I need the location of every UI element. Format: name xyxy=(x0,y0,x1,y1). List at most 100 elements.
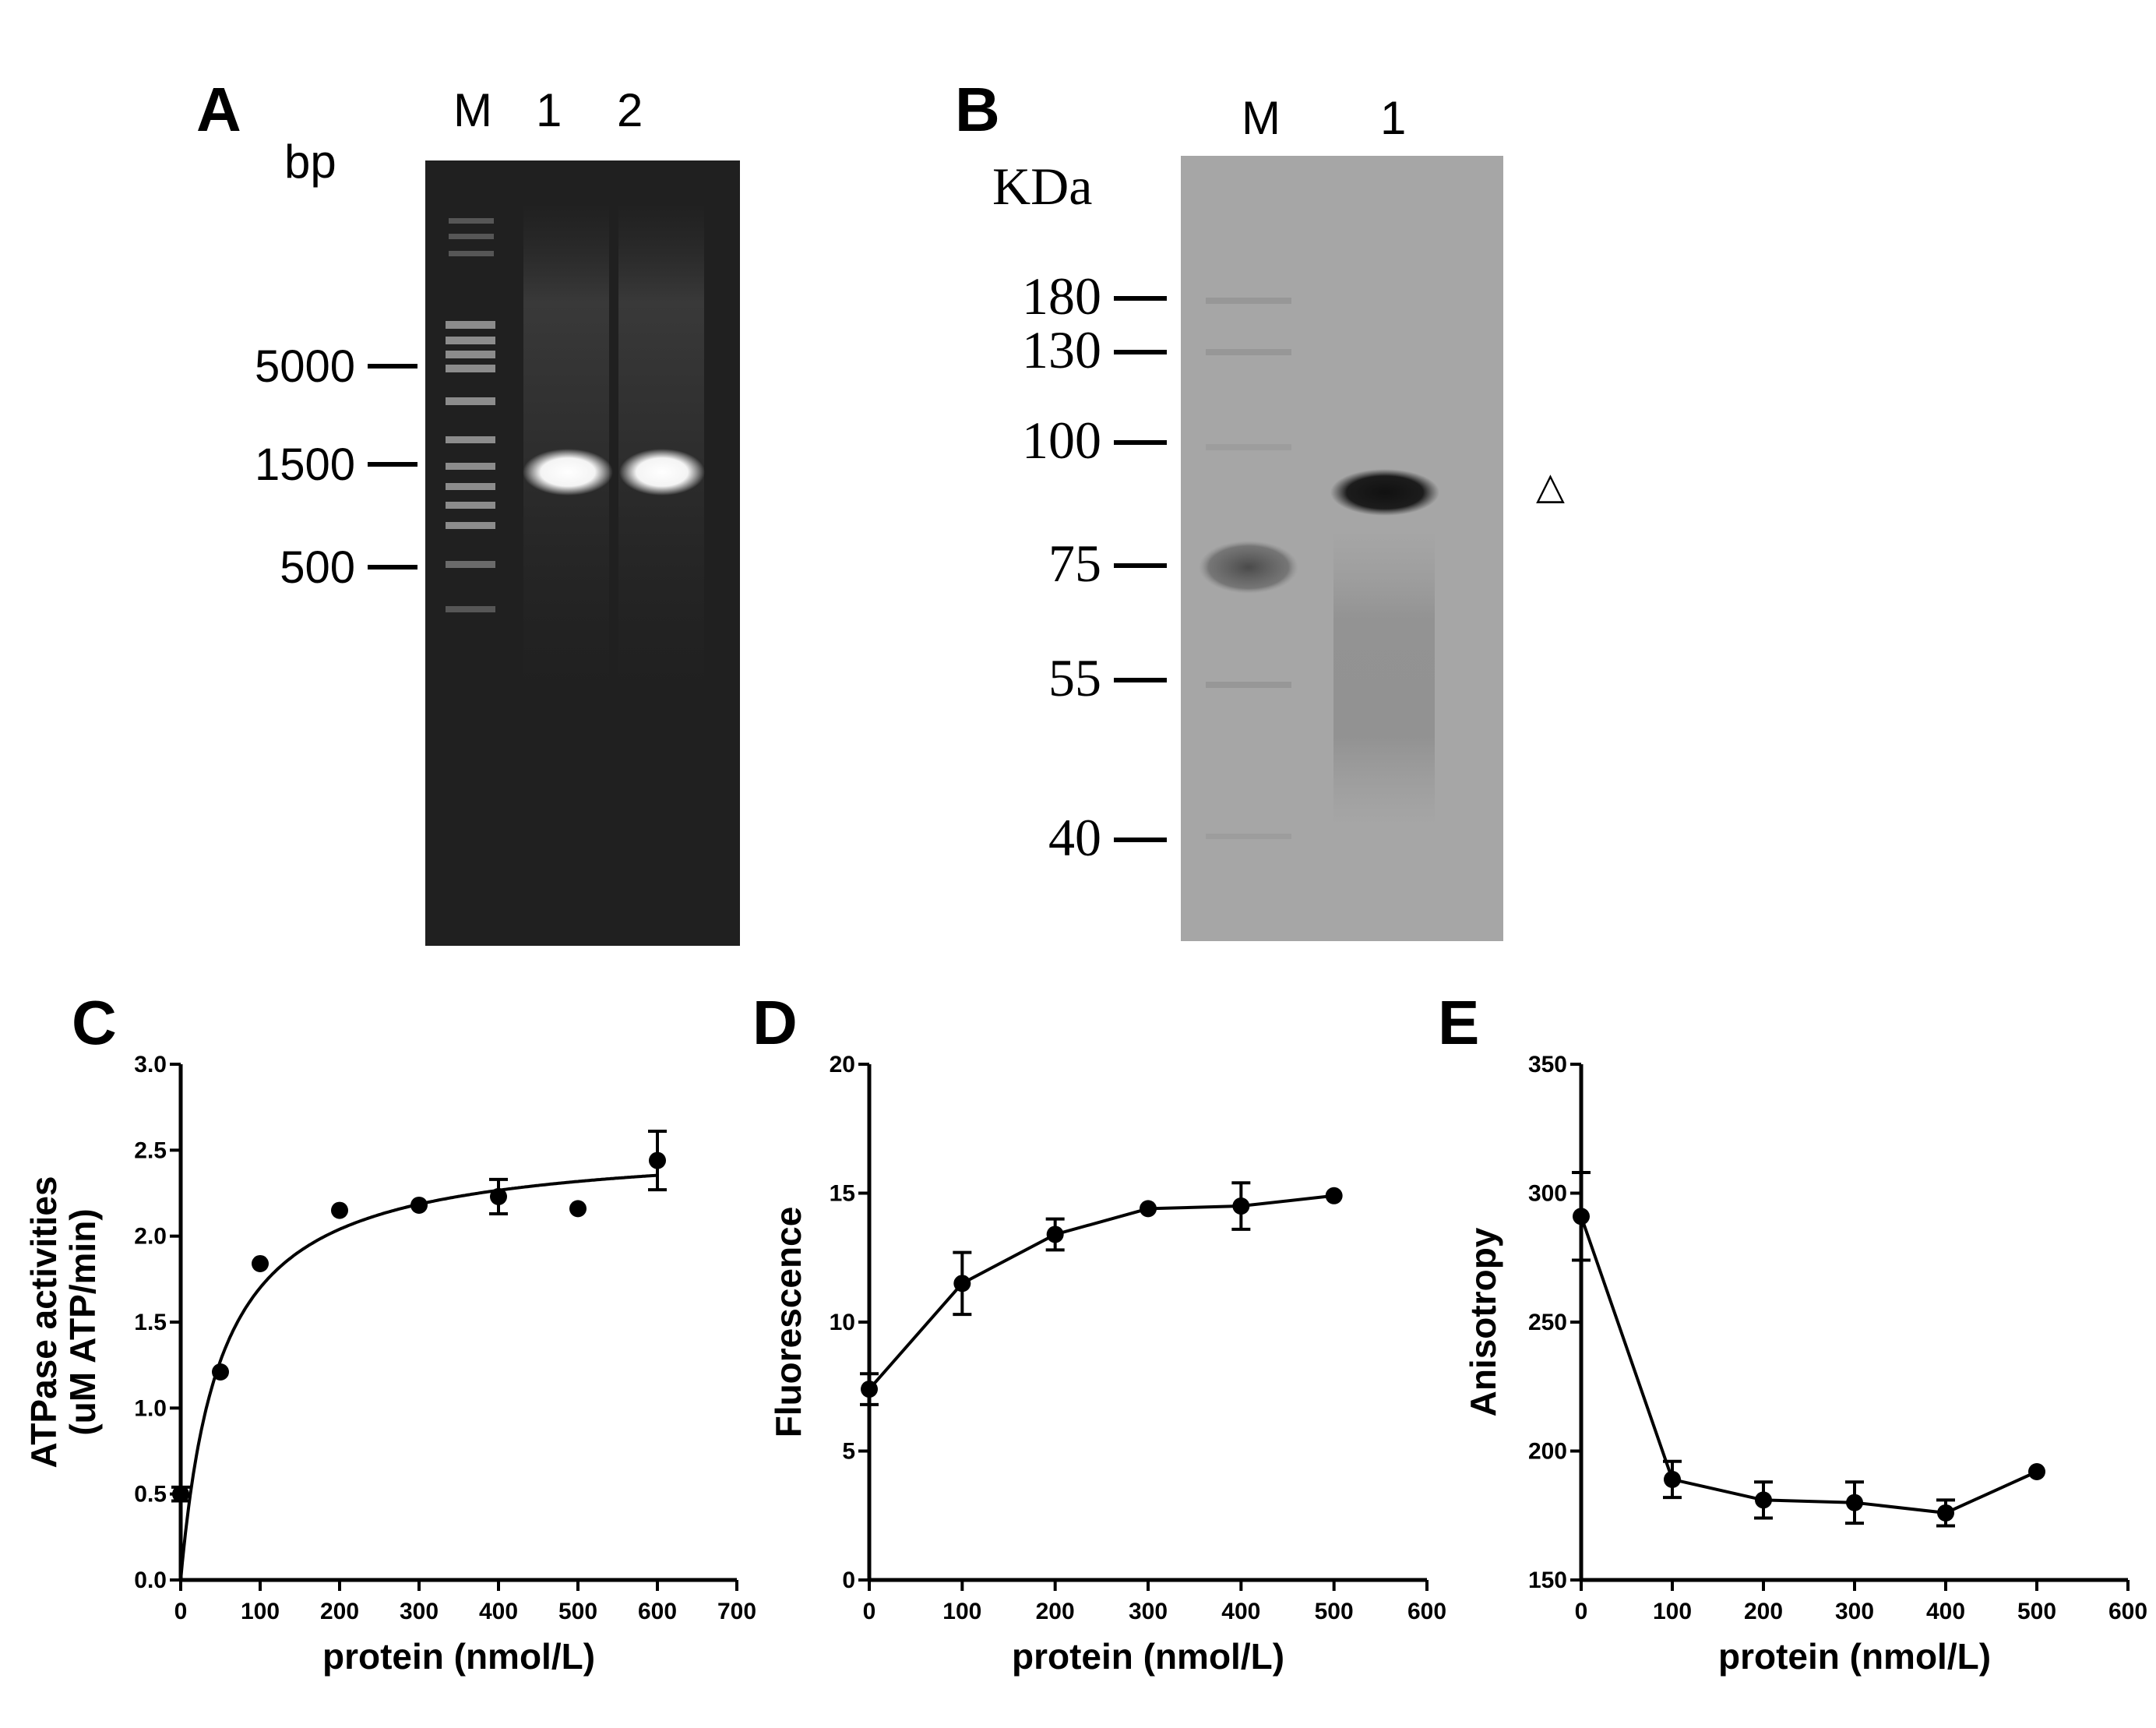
x-tick-label: 100 xyxy=(241,1599,280,1624)
gel-b-unit-label: KDa xyxy=(992,157,1092,216)
x-tick-label: 0 xyxy=(1575,1599,1588,1624)
gel-b-lane-m-label: M xyxy=(1242,92,1281,144)
gel-a-ladder xyxy=(446,218,495,612)
x-tick-label: 200 xyxy=(320,1599,359,1624)
y-tick-label: 300 xyxy=(1528,1181,1567,1207)
panel-a-letter: A xyxy=(196,75,241,144)
y-axis-title: (uM ATP/min) xyxy=(62,1208,103,1435)
x-tick-label: 100 xyxy=(1653,1599,1692,1624)
data-point xyxy=(331,1201,348,1219)
chart-c: C 0.0 0.5 1.0 1.5 2.0 2.5 3.0 0 100 200 300 400 500 60… xyxy=(23,988,756,1677)
chart-e: E 150 200 250 300 350 0 100 200 300 400 500 600 prote… xyxy=(1438,988,2147,1677)
x-tick-label: 500 xyxy=(558,1599,597,1624)
gel-a-size-markers: 5000 1500 500 xyxy=(255,341,417,593)
x-tick-label: 500 xyxy=(1315,1599,1354,1624)
panel-b: B M 1 KDa 180 130 100 75 55 40 xyxy=(955,75,1565,941)
data-point xyxy=(1664,1470,1681,1488)
data-point xyxy=(1232,1197,1250,1215)
series-line xyxy=(868,1194,1334,1391)
x-tick-label: 400 xyxy=(1926,1599,1965,1624)
gel-b-ladder xyxy=(1206,298,1291,839)
series-line xyxy=(179,1173,658,1581)
x-tick-label: 100 xyxy=(942,1599,981,1624)
y-tick-label: 2.0 xyxy=(134,1224,167,1250)
series-line xyxy=(1580,1215,2038,1515)
y-tick-label: 200 xyxy=(1528,1439,1567,1465)
x-tick-label: 0 xyxy=(863,1599,876,1624)
x-tick-label: 500 xyxy=(2017,1599,2056,1624)
chart-e-letter: E xyxy=(1438,988,1479,1057)
data-point xyxy=(212,1363,229,1381)
gel-a-marker-500: 500 xyxy=(280,542,355,593)
x-tick-label: 600 xyxy=(2108,1599,2147,1624)
x-tick-label: 200 xyxy=(1036,1599,1075,1624)
gel-a-lane-m-label: M xyxy=(453,84,492,136)
gel-a-marker-1500: 1500 xyxy=(255,439,355,490)
y-tick-label: 350 xyxy=(1528,1052,1567,1077)
y-tick-label: 3.0 xyxy=(134,1052,167,1077)
data-point xyxy=(1140,1200,1157,1218)
y-axis-title: Anisotropy xyxy=(1463,1227,1503,1416)
gel-b-lane-1-smear xyxy=(1333,530,1435,826)
y-tick-label: 150 xyxy=(1528,1568,1567,1593)
data-point xyxy=(953,1275,971,1292)
data-point xyxy=(649,1151,666,1169)
x-tick-label: 200 xyxy=(1744,1599,1783,1624)
gel-b-lane-1-band xyxy=(1330,469,1439,516)
chart-d-letter: D xyxy=(752,988,798,1057)
x-tick-label: 400 xyxy=(479,1599,518,1624)
gel-a-lane-2-band xyxy=(619,449,705,495)
x-tick-label: 700 xyxy=(717,1599,756,1624)
panel-a: A bp M 1 2 5000 xyxy=(196,75,740,946)
y-tick-label: 2.5 xyxy=(134,1137,167,1163)
data-point xyxy=(490,1187,507,1205)
data-point xyxy=(252,1254,269,1272)
y-tick-label: 5 xyxy=(842,1439,855,1465)
data-point xyxy=(861,1381,878,1398)
x-axis-title: protein (nmol/L) xyxy=(322,1636,595,1677)
panel-b-letter: B xyxy=(955,75,1000,144)
data-point xyxy=(2028,1462,2045,1480)
gel-b-marker-100: 100 xyxy=(1022,411,1101,470)
gel-b-marker-75: 75 xyxy=(1048,534,1101,593)
y-tick-label: 0.5 xyxy=(134,1482,167,1508)
gel-a-unit-label: bp xyxy=(284,136,336,188)
gel-b-band-marker: △ xyxy=(1536,464,1565,508)
x-tick-label: 600 xyxy=(1407,1599,1446,1624)
x-tick-label: 400 xyxy=(1221,1599,1260,1624)
gel-b-marker-smear xyxy=(1199,541,1298,594)
x-axis-title: protein (nmol/L) xyxy=(1012,1636,1284,1677)
x-tick-label: 600 xyxy=(638,1599,677,1624)
gel-a-lane-1-label: 1 xyxy=(536,84,562,136)
gel-b-marker-40: 40 xyxy=(1048,808,1101,867)
data-point xyxy=(569,1200,587,1218)
data-point xyxy=(1937,1504,1954,1522)
gel-a-lane-2-label: 2 xyxy=(617,84,643,136)
y-tick-label: 20 xyxy=(830,1052,855,1077)
x-tick-label: 0 xyxy=(174,1599,188,1624)
gel-b-marker-180: 180 xyxy=(1022,266,1101,326)
y-axis-title: Fluorescence xyxy=(768,1207,808,1438)
gel-b-size-markers: 180 130 100 75 55 40 xyxy=(1022,266,1167,867)
y-tick-label: 1.5 xyxy=(134,1310,167,1335)
y-tick-label: 10 xyxy=(830,1310,855,1335)
x-tick-label: 300 xyxy=(400,1599,439,1624)
y-tick-label: 250 xyxy=(1528,1310,1567,1335)
gel-b-lane-1-label: 1 xyxy=(1380,92,1406,144)
data-point xyxy=(1046,1225,1064,1243)
gel-b-marker-55: 55 xyxy=(1048,648,1101,707)
y-tick-label: 0.0 xyxy=(134,1568,167,1593)
y-tick-label: 15 xyxy=(830,1181,855,1207)
y-axis-title: ATPase activities xyxy=(23,1176,64,1468)
chart-c-letter: C xyxy=(72,988,117,1057)
x-tick-label: 300 xyxy=(1835,1599,1874,1624)
gel-a-lane-1-band xyxy=(523,449,613,495)
data-point xyxy=(1573,1208,1590,1225)
gel-b-marker-130: 130 xyxy=(1022,320,1101,379)
gel-a-marker-5000: 5000 xyxy=(255,341,355,392)
data-point xyxy=(1325,1187,1343,1204)
data-point xyxy=(410,1196,428,1214)
